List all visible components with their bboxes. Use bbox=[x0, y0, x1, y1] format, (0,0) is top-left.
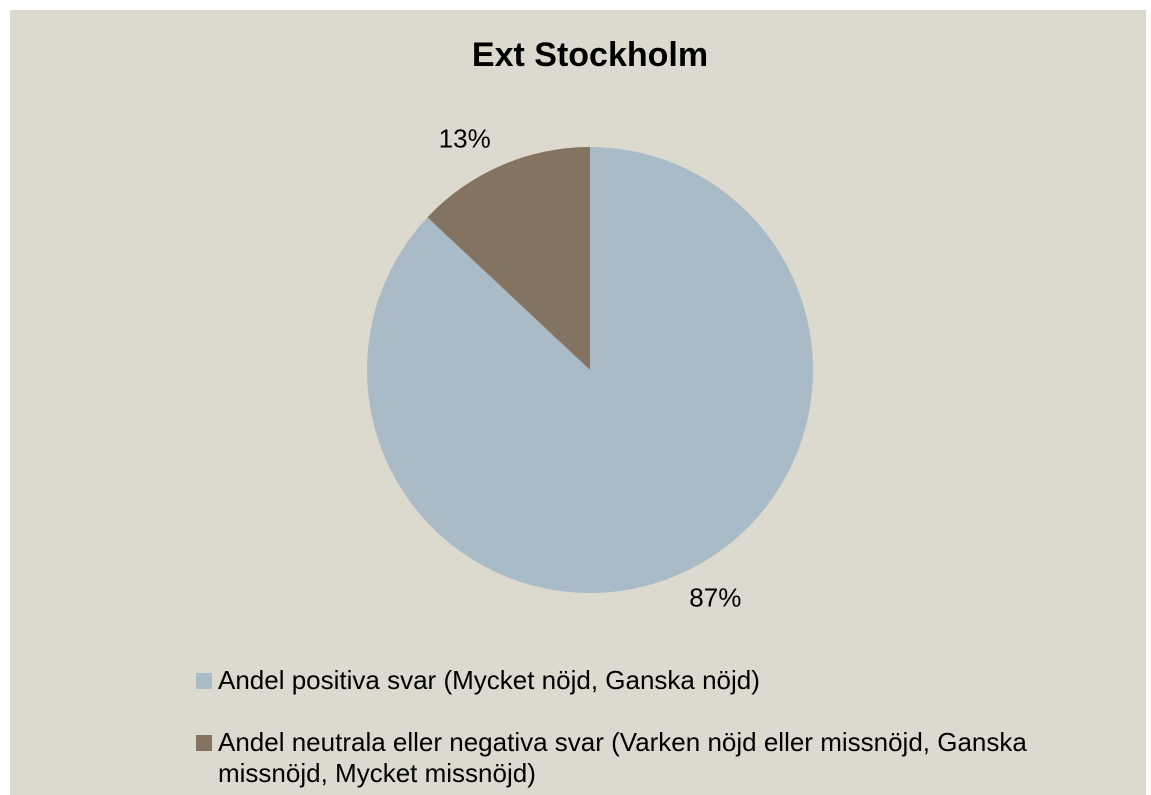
legend-label: Andel positiva svar (Mycket nöjd, Ganska… bbox=[218, 665, 760, 695]
legend-entry: Andel neutrala eller negativa svar (Vark… bbox=[196, 727, 1068, 789]
legend-label: Andel neutrala eller negativa svar (Vark… bbox=[218, 727, 1027, 788]
legend-swatch bbox=[196, 673, 212, 689]
chart-title: Ext Stockholm bbox=[472, 36, 708, 74]
chart-area: Ext Stockholm 87% 13% Andel positiva svar… bbox=[10, 10, 1146, 795]
chart: Ext Stockholm 87% 13% bbox=[367, 36, 813, 612]
pie-slice bbox=[427, 147, 590, 370]
legend-swatch bbox=[196, 735, 212, 751]
legend-entry: Andel positiva svar (Mycket nöjd, Ganska… bbox=[196, 665, 1068, 696]
data-label: 13% bbox=[439, 123, 491, 153]
data-label: 87% bbox=[689, 582, 741, 612]
